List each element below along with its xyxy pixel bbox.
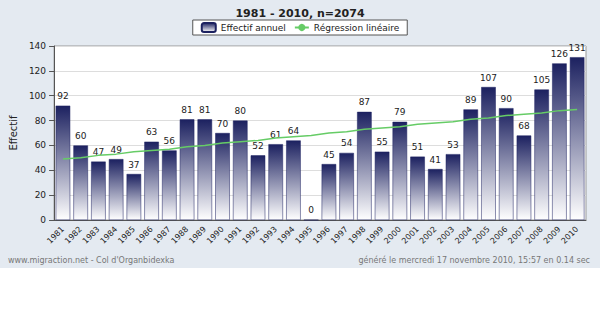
svg-text:120: 120 bbox=[29, 66, 46, 76]
svg-text:1981 - 2010, n=2074: 1981 - 2010, n=2074 bbox=[235, 7, 364, 20]
svg-text:2010: 2010 bbox=[560, 225, 581, 246]
svg-text:47: 47 bbox=[92, 147, 105, 158]
svg-text:49: 49 bbox=[110, 144, 122, 155]
svg-text:20: 20 bbox=[35, 190, 47, 200]
svg-text:0: 0 bbox=[40, 215, 46, 225]
svg-text:www.migraction.net - Col d'Org: www.migraction.net - Col d'Organbidexka bbox=[8, 256, 174, 265]
svg-text:1997: 1997 bbox=[329, 225, 350, 246]
svg-text:0: 0 bbox=[308, 205, 314, 215]
svg-text:92: 92 bbox=[57, 91, 68, 101]
svg-text:2005: 2005 bbox=[471, 225, 492, 246]
svg-text:53: 53 bbox=[447, 140, 458, 150]
svg-text:1982: 1982 bbox=[63, 225, 84, 246]
svg-text:56: 56 bbox=[164, 136, 176, 146]
svg-text:87: 87 bbox=[359, 97, 370, 107]
svg-text:100: 100 bbox=[29, 91, 46, 101]
svg-text:2009: 2009 bbox=[542, 225, 563, 246]
svg-text:89: 89 bbox=[465, 95, 477, 105]
svg-text:1995: 1995 bbox=[294, 225, 315, 246]
svg-text:61: 61 bbox=[270, 129, 282, 140]
svg-text:55: 55 bbox=[376, 137, 387, 147]
svg-text:107: 107 bbox=[480, 73, 497, 83]
svg-text:131: 131 bbox=[569, 43, 586, 53]
svg-text:Effectif: Effectif bbox=[8, 115, 19, 151]
svg-text:2001: 2001 bbox=[400, 225, 421, 246]
svg-text:54: 54 bbox=[341, 138, 353, 148]
svg-text:1992: 1992 bbox=[240, 225, 261, 246]
svg-text:1987: 1987 bbox=[152, 225, 173, 246]
svg-text:81: 81 bbox=[181, 105, 192, 115]
svg-text:41: 41 bbox=[430, 155, 441, 165]
svg-text:1985: 1985 bbox=[116, 225, 137, 246]
svg-text:1991: 1991 bbox=[223, 225, 244, 246]
svg-text:1990: 1990 bbox=[205, 225, 226, 246]
svg-text:1989: 1989 bbox=[187, 225, 208, 246]
svg-text:63: 63 bbox=[146, 127, 157, 137]
svg-text:2007: 2007 bbox=[506, 225, 527, 246]
svg-text:2003: 2003 bbox=[435, 225, 456, 246]
svg-text:1983: 1983 bbox=[81, 225, 102, 246]
svg-text:79: 79 bbox=[394, 107, 406, 117]
svg-text:1993: 1993 bbox=[258, 225, 279, 246]
svg-text:90: 90 bbox=[500, 94, 512, 104]
svg-text:1994: 1994 bbox=[276, 225, 297, 246]
svg-text:1988: 1988 bbox=[170, 225, 191, 246]
svg-text:60: 60 bbox=[35, 140, 47, 150]
svg-text:Effectif annuel: Effectif annuel bbox=[221, 23, 286, 33]
svg-text:2004: 2004 bbox=[453, 225, 474, 246]
svg-text:1998: 1998 bbox=[347, 225, 368, 246]
svg-text:1981: 1981 bbox=[45, 225, 66, 246]
svg-text:1984: 1984 bbox=[99, 225, 120, 246]
svg-text:52: 52 bbox=[252, 141, 263, 151]
svg-text:80: 80 bbox=[235, 106, 247, 116]
svg-text:37: 37 bbox=[128, 160, 139, 170]
svg-text:1999: 1999 bbox=[365, 225, 386, 246]
svg-text:140: 140 bbox=[29, 41, 46, 51]
svg-text:60: 60 bbox=[75, 131, 87, 141]
svg-text:1996: 1996 bbox=[311, 225, 332, 246]
svg-text:2008: 2008 bbox=[524, 225, 545, 246]
svg-text:2006: 2006 bbox=[489, 225, 510, 246]
svg-text:68: 68 bbox=[518, 121, 530, 131]
svg-text:80: 80 bbox=[35, 116, 47, 126]
svg-text:Régression linéaire: Régression linéaire bbox=[314, 23, 400, 33]
svg-text:2000: 2000 bbox=[382, 225, 403, 246]
svg-text:70: 70 bbox=[217, 119, 229, 129]
svg-text:126: 126 bbox=[551, 49, 568, 59]
svg-text:81: 81 bbox=[199, 105, 210, 115]
svg-text:1986: 1986 bbox=[134, 225, 155, 246]
svg-text:64: 64 bbox=[288, 126, 300, 136]
svg-text:2002: 2002 bbox=[418, 225, 439, 246]
svg-text:40: 40 bbox=[35, 165, 47, 175]
svg-text:105: 105 bbox=[533, 75, 550, 85]
svg-text:généré le mercredi 17 novembre: généré le mercredi 17 novembre 2010, 15:… bbox=[358, 255, 590, 265]
svg-text:51: 51 bbox=[412, 142, 423, 152]
svg-text:45: 45 bbox=[323, 150, 334, 160]
